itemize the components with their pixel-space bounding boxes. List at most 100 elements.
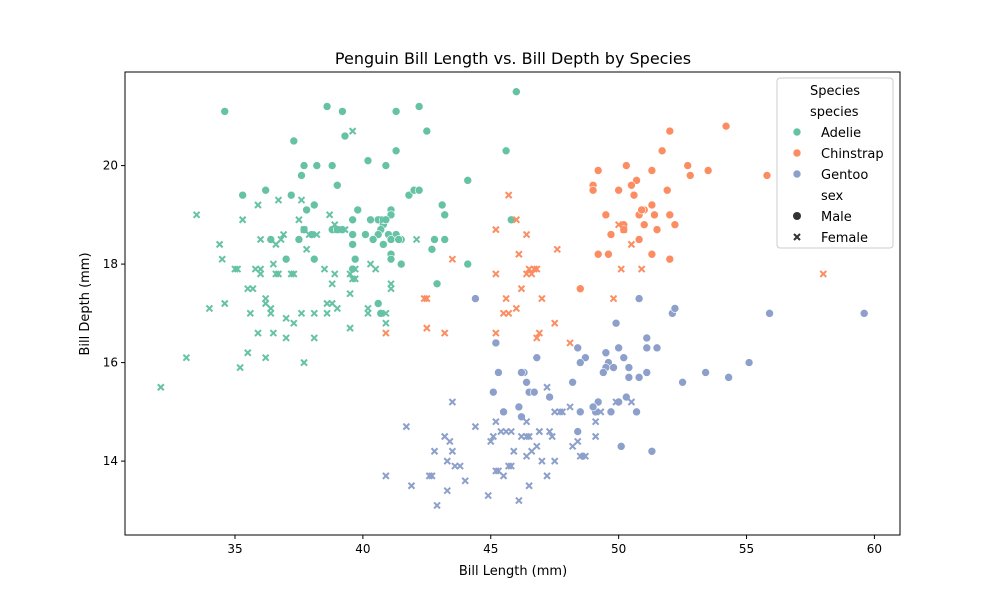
- point-adelie-female: [346, 270, 354, 278]
- point-adelie-female: [274, 270, 283, 278]
- point-adelie-female: [351, 275, 359, 283]
- point-chinstrap-male: [762, 171, 772, 180]
- point-adelie-male: [350, 254, 360, 264]
- point-gentoo-female: [525, 432, 533, 441]
- point-adelie-female: [290, 319, 298, 327]
- point-adelie-female: [348, 275, 357, 283]
- point-adelie-male: [381, 215, 391, 225]
- point-adelie-male: [391, 146, 401, 156]
- point-adelie-female: [157, 383, 165, 391]
- point-chinstrap-female: [512, 304, 521, 313]
- point-adelie-female: [348, 127, 357, 135]
- point-chinstrap-female: [617, 265, 625, 273]
- point-adelie-male: [353, 205, 363, 215]
- point-gentoo-female: [581, 452, 590, 460]
- point-adelie-female: [325, 211, 334, 219]
- point-adelie-female: [412, 235, 421, 244]
- point-adelie-female: [346, 324, 354, 332]
- legend-label-chinstrap: Chinstrap: [821, 147, 884, 162]
- point-gentoo-female: [487, 437, 495, 446]
- point-adelie-male: [348, 230, 357, 239]
- point-gentoo-male: [529, 387, 539, 397]
- point-adelie-male: [309, 200, 319, 210]
- point-gentoo-female: [443, 457, 451, 465]
- point-chinstrap-male: [652, 225, 662, 234]
- point-gentoo-male: [765, 309, 774, 318]
- point-gentoo-male: [634, 373, 644, 382]
- point-gentoo-male: [494, 368, 503, 377]
- point-chinstrap-male: [593, 166, 603, 175]
- legend-hue-title: species: [810, 105, 859, 120]
- point-adelie-male: [373, 299, 383, 308]
- point-chinstrap-female: [382, 329, 390, 337]
- point-chinstrap-female: [620, 225, 628, 234]
- point-gentoo-female: [627, 398, 636, 406]
- point-adelie-female: [254, 201, 262, 209]
- point-adelie-male: [322, 102, 332, 111]
- axes-frame: [124, 71, 901, 536]
- point-adelie-female: [351, 265, 359, 273]
- point-adelie-male: [463, 176, 473, 185]
- point-adelie-male: [363, 156, 373, 165]
- point-adelie-female: [290, 270, 298, 278]
- point-gentoo-female: [543, 472, 551, 480]
- point-adelie-female: [272, 270, 280, 278]
- y-axis-label: Bill Depth (mm): [78, 252, 93, 355]
- point-gentoo-female: [515, 496, 523, 505]
- point-chinstrap-male: [685, 171, 695, 180]
- point-gentoo-female: [446, 437, 454, 446]
- point-chinstrap-male: [606, 230, 616, 239]
- point-adelie-female: [282, 334, 290, 342]
- legend-marker-female: [793, 233, 801, 241]
- point-chinstrap-male: [657, 146, 667, 156]
- point-gentoo-female: [402, 422, 411, 431]
- point-chinstrap-male: [639, 220, 649, 229]
- point-adelie-female: [215, 240, 224, 249]
- x-tick-label: 35: [227, 542, 242, 556]
- point-adelie-male: [327, 161, 337, 170]
- legend-marker-chinstrap: [792, 148, 802, 158]
- point-adelie-female: [302, 245, 311, 254]
- point-adelie-male: [332, 180, 342, 190]
- point-adelie-female: [269, 329, 278, 337]
- point-adelie-male: [294, 235, 304, 244]
- point-adelie-male: [338, 107, 347, 116]
- point-adelie-male: [386, 235, 396, 244]
- point-adelie-female: [379, 216, 388, 224]
- point-adelie-male: [394, 235, 403, 244]
- point-adelie-female: [244, 349, 252, 357]
- point-chinstrap-male: [683, 161, 693, 170]
- point-gentoo-male: [614, 343, 623, 353]
- point-gentoo-female: [548, 432, 556, 441]
- point-chinstrap-male: [575, 284, 585, 294]
- point-adelie-male: [238, 190, 247, 200]
- point-adelie-female: [300, 358, 308, 367]
- point-gentoo-male: [678, 378, 687, 387]
- point-gentoo-female: [556, 408, 564, 416]
- point-gentoo-female: [492, 418, 500, 426]
- point-adelie-male: [302, 205, 311, 215]
- point-adelie-male: [414, 102, 424, 111]
- point-adelie-female: [277, 235, 285, 244]
- point-adelie-female: [328, 299, 336, 308]
- point-gentoo-male: [624, 373, 634, 382]
- point-gentoo-male: [744, 358, 754, 367]
- point-gentoo-male: [573, 343, 583, 353]
- point-gentoo-female: [407, 482, 416, 490]
- point-adelie-male: [437, 200, 447, 210]
- point-adelie-female: [251, 265, 260, 273]
- point-gentoo-male: [642, 343, 652, 353]
- legend: Species species Adelie Chinstrap Gentoo …: [776, 77, 894, 249]
- point-adelie-female: [182, 353, 191, 362]
- point-chinstrap-male: [665, 254, 675, 264]
- point-adelie-female: [282, 314, 290, 322]
- point-gentoo-male: [514, 402, 524, 412]
- point-chinstrap-male: [614, 185, 623, 195]
- point-adelie-male: [289, 136, 299, 146]
- point-adelie-male: [427, 245, 437, 254]
- x-tick-label: 50: [611, 542, 626, 556]
- point-gentoo-female: [522, 418, 531, 426]
- point-adelie-male: [286, 190, 296, 200]
- point-chinstrap-female: [637, 265, 646, 273]
